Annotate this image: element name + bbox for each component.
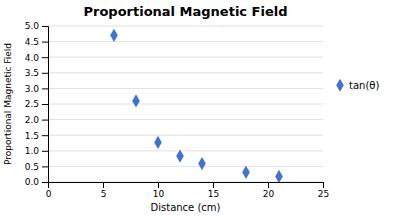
tick: 0.5 [25, 162, 48, 172]
tick-label: 20 [263, 189, 275, 199]
grid-line [48, 150, 323, 151]
tick: 1.5 [25, 131, 48, 141]
tick: 1.0 [25, 146, 48, 156]
tick-mark [42, 120, 48, 121]
tick: 4.5 [25, 37, 48, 47]
tick-mark [42, 26, 48, 27]
grid-line [48, 26, 323, 27]
tick-label: 3.5 [25, 68, 39, 78]
point [242, 166, 250, 179]
tick-mark [42, 182, 48, 183]
legend-symbol [336, 79, 344, 92]
tick: 5 [101, 182, 107, 199]
tick-label: 0 [46, 189, 52, 199]
tick-mark [42, 73, 48, 74]
tick-mark [42, 135, 48, 136]
tick: 4.0 [25, 53, 48, 63]
point [132, 94, 140, 107]
tick: 2.5 [25, 99, 48, 109]
tick-label: 4.5 [25, 37, 39, 47]
grid-line [48, 166, 323, 167]
title: Proportional Magnetic Field [83, 4, 287, 19]
tick-label: 25 [318, 189, 329, 199]
tick-mark [42, 104, 48, 105]
x-axis-title: Distance (cm) [151, 202, 221, 213]
plot-area: 0 5 10 15 20 25 0.0 0.5 1.0 1.5 2.0 2.5 3.0 3.5 4.0 4.5… [25, 21, 330, 199]
grid-line [48, 57, 323, 58]
tick-label: 2.0 [25, 115, 40, 125]
tick-label: 1.0 [25, 146, 40, 156]
tick-label: 3.0 [25, 84, 40, 94]
tick-mark [42, 88, 48, 89]
grid-line [48, 88, 323, 89]
tick-label: 4.0 [25, 53, 40, 63]
tick: 20 [263, 182, 275, 199]
grid-line [48, 135, 323, 136]
series [110, 29, 283, 182]
tick-mark [42, 166, 48, 167]
x-axis: 0 5 10 15 20 25 [46, 182, 330, 199]
tick: 10 [153, 182, 165, 199]
tick-label: 2.5 [25, 99, 39, 109]
legend: tan(θ) [336, 79, 379, 92]
tick-mark [323, 182, 324, 188]
y-axis: 0.0 0.5 1.0 1.5 2.0 2.5 3.0 3.5 4.0 4.5 5.0 [25, 21, 49, 187]
marks [110, 29, 283, 182]
y-axis-title: Proportional Magnetic Field [3, 43, 13, 165]
tick: 5.0 [25, 21, 48, 31]
tick-mark [42, 42, 48, 43]
grid [48, 26, 323, 182]
tick-label: 0.5 [25, 162, 39, 172]
tick-label: 5.0 [25, 21, 40, 31]
tick: 0 [46, 182, 52, 199]
legend-label: tan(θ) [349, 80, 379, 91]
point [154, 136, 162, 149]
tick-mark [42, 57, 48, 58]
point [110, 29, 118, 42]
tick-mark [213, 182, 214, 188]
tick-label: 0.0 [25, 177, 40, 187]
axis-line [42, 27, 49, 183]
point [275, 170, 283, 182]
axis-line [49, 183, 324, 189]
tick-label: 10 [153, 189, 165, 199]
tick-mark [158, 182, 159, 188]
tick: 3.0 [25, 84, 48, 94]
tick-label: 15 [208, 189, 219, 199]
tick: 15 [208, 182, 219, 199]
tick: 25 [318, 182, 329, 199]
tick: 2.0 [25, 115, 48, 125]
grid-line [48, 119, 323, 120]
grid-line [48, 41, 323, 42]
tick-mark [42, 151, 48, 152]
tick-label: 1.5 [25, 131, 39, 141]
tick-mark [268, 182, 269, 188]
chart: 0 5 10 15 20 25 0.0 0.5 1.0 1.5 2.0 2.5 3.0 3.5 4.0 4.5… [0, 0, 395, 216]
tick-mark [103, 182, 104, 188]
tick-label: 5 [101, 189, 107, 199]
point [198, 157, 206, 170]
grid-line [48, 72, 323, 73]
tick: 0.0 [25, 177, 48, 187]
point [176, 150, 184, 163]
grid-line [48, 104, 323, 105]
tick: 3.5 [25, 68, 48, 78]
legend-item: tan(θ) [336, 79, 379, 92]
